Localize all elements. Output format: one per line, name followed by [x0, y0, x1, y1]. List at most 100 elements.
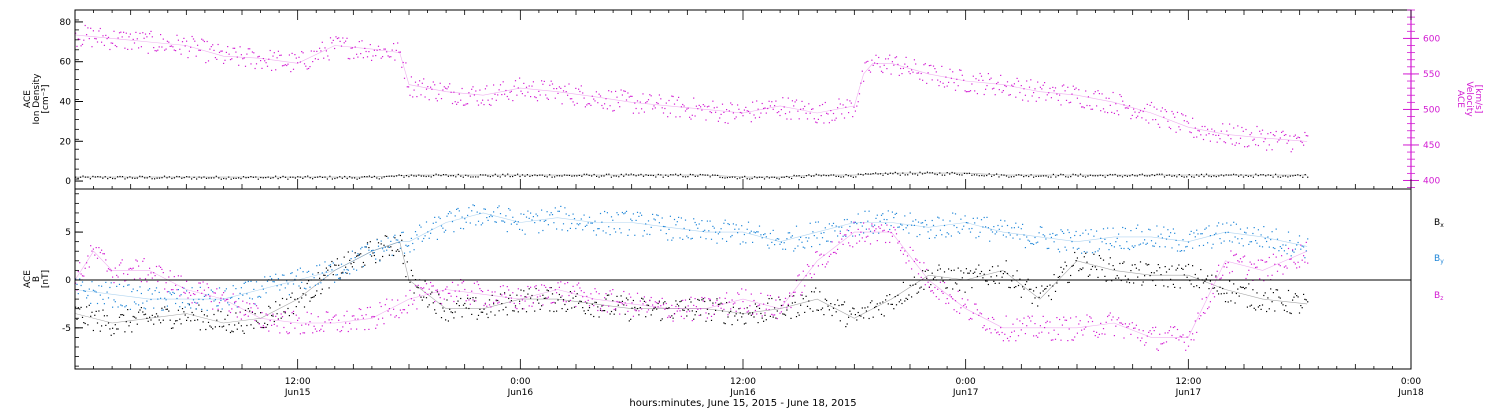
bx-point — [1122, 262, 1124, 264]
bz-point — [661, 297, 663, 299]
bx-point — [505, 306, 507, 308]
bx-point — [1075, 260, 1077, 262]
velocity-point — [619, 106, 621, 108]
by-point — [1272, 247, 1274, 249]
by-point — [87, 294, 89, 297]
velocity-point — [1068, 102, 1070, 104]
bx-point — [1030, 288, 1032, 290]
by-point — [713, 227, 715, 229]
bx-point — [616, 295, 618, 297]
by-point — [868, 210, 870, 212]
velocity-point — [439, 82, 441, 84]
bx-point — [1211, 274, 1213, 276]
velocity-point — [106, 38, 108, 40]
by-point — [1065, 249, 1068, 251]
bz-point — [906, 255, 909, 257]
bz-point — [1030, 320, 1032, 322]
bx-point — [542, 294, 544, 296]
bz-point — [983, 325, 985, 327]
velocity-point — [434, 84, 436, 86]
ion-density-point — [1228, 174, 1230, 176]
velocity-point — [366, 56, 369, 58]
by-point — [1138, 244, 1140, 246]
bz-point — [231, 308, 233, 310]
by-point — [702, 230, 704, 232]
velocity-point — [188, 50, 190, 52]
velocity-point — [96, 41, 99, 43]
by-point — [510, 223, 512, 225]
bx-point — [251, 311, 253, 313]
ion-density-point — [598, 176, 600, 178]
ion-density-point — [509, 176, 511, 178]
velocity-point — [1289, 135, 1291, 137]
bz-point — [1292, 249, 1294, 251]
velocity-point — [805, 112, 807, 114]
bx-point — [1178, 264, 1180, 266]
ion-density-point — [1000, 174, 1003, 176]
bz-point — [627, 310, 629, 312]
bz-point — [516, 308, 518, 310]
bx-point — [627, 299, 629, 301]
bx-point — [784, 314, 787, 316]
bx-point — [1137, 276, 1139, 278]
bz-point — [275, 315, 277, 317]
velocity-point — [961, 74, 963, 76]
by-point — [946, 232, 948, 234]
velocity-point — [857, 101, 859, 103]
by-point — [538, 232, 540, 234]
ion-density-point — [805, 175, 808, 177]
by-point — [624, 212, 626, 214]
bx-point — [653, 308, 655, 310]
velocity-point — [927, 72, 929, 74]
bx-point — [495, 300, 497, 302]
by-point — [595, 234, 597, 236]
velocity-point — [772, 108, 774, 110]
by-point — [486, 217, 488, 219]
bx-point — [110, 334, 112, 336]
bz-point — [510, 297, 512, 299]
bz-point — [784, 297, 787, 299]
bx-point — [1189, 280, 1191, 282]
ion-density-point — [252, 176, 254, 178]
ion-density-point — [171, 177, 173, 180]
bx-point — [1001, 276, 1003, 278]
bz-point — [281, 316, 284, 318]
by-point — [795, 225, 798, 227]
bx-point — [901, 302, 903, 305]
bz-point — [628, 293, 630, 295]
bx-point — [897, 294, 899, 296]
ion-density-point — [1168, 174, 1170, 176]
velocity-point — [750, 121, 752, 123]
bz-point — [616, 300, 618, 303]
bx-point — [837, 299, 839, 301]
by-point — [752, 241, 754, 243]
by-point — [334, 281, 336, 283]
bz-point — [151, 277, 153, 279]
bz-point — [391, 299, 393, 301]
ion-density-point — [958, 174, 961, 176]
by-point — [675, 224, 677, 226]
by-point — [1081, 252, 1083, 254]
velocity-point — [883, 64, 885, 66]
bx-point — [656, 308, 658, 310]
ion-density-point — [102, 177, 104, 179]
bz-point — [399, 309, 401, 311]
by-point — [1144, 239, 1146, 241]
by-point — [369, 254, 371, 256]
bx-point — [980, 270, 983, 273]
bz-point — [1070, 317, 1072, 319]
bx-point — [694, 314, 696, 316]
ion-density-point — [628, 174, 630, 176]
by-point — [662, 225, 665, 228]
bz-point — [447, 292, 449, 294]
bz-point — [872, 226, 874, 228]
by-point — [1287, 231, 1290, 233]
bx-point — [1116, 275, 1118, 277]
ion-density-point — [408, 176, 410, 178]
bx-point — [706, 308, 708, 310]
bz-point — [904, 250, 906, 252]
bz-point — [191, 302, 193, 304]
ion-density-point — [391, 175, 393, 177]
bz-point — [1026, 325, 1028, 327]
by-point — [975, 237, 977, 239]
